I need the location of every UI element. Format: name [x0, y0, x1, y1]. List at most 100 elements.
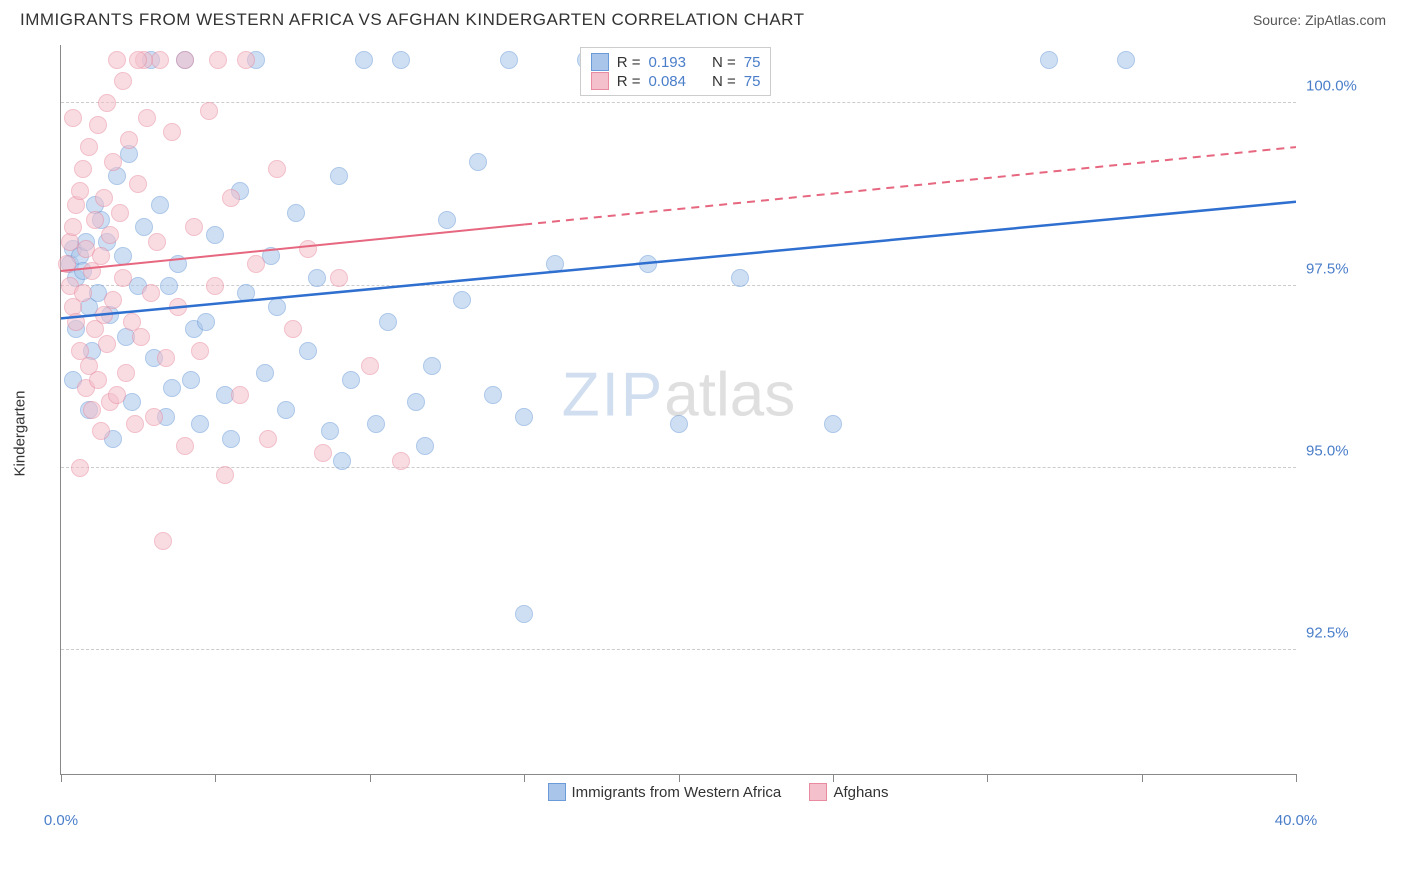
scatter-point: [355, 51, 373, 69]
scatter-point: [824, 415, 842, 433]
n-value-series1: 75: [744, 54, 761, 71]
scatter-point: [114, 269, 132, 287]
scatter-point: [268, 160, 286, 178]
scatter-point: [104, 291, 122, 309]
scatter-point: [200, 102, 218, 120]
y-tick-label: 95.0%: [1306, 442, 1376, 459]
x-tick-mark: [215, 774, 216, 782]
scatter-point: [114, 72, 132, 90]
scatter-point: [206, 226, 224, 244]
scatter-point: [515, 605, 533, 623]
grid-line-h: [61, 102, 1296, 103]
scatter-point: [176, 51, 194, 69]
scatter-point: [191, 342, 209, 360]
legend-label-series1: Immigrants from Western Africa: [572, 784, 782, 801]
scatter-point: [185, 218, 203, 236]
scatter-point: [237, 284, 255, 302]
scatter-point: [101, 226, 119, 244]
r-label: R =: [617, 54, 641, 71]
scatter-point: [262, 247, 280, 265]
scatter-point: [138, 109, 156, 127]
scatter-point: [330, 269, 348, 287]
scatter-point: [108, 386, 126, 404]
legend-bottom: Immigrants from Western Africa Afghans: [50, 783, 1386, 805]
x-tick-label: 40.0%: [1275, 812, 1318, 829]
scatter-point: [163, 379, 181, 397]
y-axis-label: Kindergarten: [12, 391, 29, 477]
scatter-point: [515, 408, 533, 426]
scatter-point: [206, 277, 224, 295]
scatter-point: [247, 255, 265, 273]
scatter-point: [71, 182, 89, 200]
y-tick-label: 97.5%: [1306, 260, 1376, 277]
x-tick-mark: [524, 774, 525, 782]
scatter-point: [89, 116, 107, 134]
scatter-point: [151, 196, 169, 214]
scatter-point: [222, 189, 240, 207]
scatter-point: [86, 211, 104, 229]
scatter-point: [277, 401, 295, 419]
legend-item-series2: Afghans: [809, 783, 888, 801]
scatter-point: [484, 386, 502, 404]
scatter-point: [80, 138, 98, 156]
scatter-point: [64, 109, 82, 127]
scatter-point: [83, 401, 101, 419]
x-tick-mark: [370, 774, 371, 782]
scatter-point: [154, 532, 172, 550]
legend-correlation-box: R = 0.193 N = 75 R = 0.084 N = 75: [580, 47, 772, 96]
scatter-point: [163, 123, 181, 141]
chart-title: IMMIGRANTS FROM WESTERN AFRICA VS AFGHAN…: [20, 10, 805, 30]
scatter-point: [74, 284, 92, 302]
scatter-point: [670, 415, 688, 433]
scatter-point: [108, 51, 126, 69]
y-tick-label: 100.0%: [1306, 78, 1376, 95]
scatter-point: [114, 247, 132, 265]
scatter-point: [222, 430, 240, 448]
scatter-point: [169, 298, 187, 316]
x-tick-mark: [1142, 774, 1143, 782]
scatter-point: [330, 167, 348, 185]
scatter-point: [123, 393, 141, 411]
x-tick-mark: [679, 774, 680, 782]
scatter-point: [126, 415, 144, 433]
scatter-point: [98, 335, 116, 353]
scatter-point: [438, 211, 456, 229]
legend-swatch-series2: [809, 783, 827, 801]
scatter-point: [342, 371, 360, 389]
scatter-point: [92, 247, 110, 265]
scatter-point: [89, 371, 107, 389]
scatter-point: [142, 284, 160, 302]
scatter-point: [148, 233, 166, 251]
scatter-point: [268, 298, 286, 316]
scatter-point: [111, 204, 129, 222]
chart-header: IMMIGRANTS FROM WESTERN AFRICA VS AFGHAN…: [0, 0, 1406, 35]
legend-item-series1: Immigrants from Western Africa: [548, 783, 782, 801]
n-label: N =: [712, 73, 736, 90]
scatter-point: [231, 386, 249, 404]
scatter-point: [120, 131, 138, 149]
n-label: N =: [712, 54, 736, 71]
scatter-point: [453, 291, 471, 309]
scatter-point: [287, 204, 305, 222]
grid-line-h: [61, 467, 1296, 468]
scatter-point: [95, 189, 113, 207]
scatter-point: [132, 328, 150, 346]
y-tick-label: 92.5%: [1306, 625, 1376, 642]
scatter-point: [98, 94, 116, 112]
scatter-point: [191, 415, 209, 433]
scatter-point: [104, 153, 122, 171]
scatter-point: [500, 51, 518, 69]
scatter-point: [58, 255, 76, 273]
x-tick-mark: [833, 774, 834, 782]
legend-row-series2: R = 0.084 N = 75: [591, 72, 761, 90]
legend-row-series1: R = 0.193 N = 75: [591, 53, 761, 71]
scatter-point: [299, 342, 317, 360]
scatter-point: [160, 277, 178, 295]
scatter-point: [92, 422, 110, 440]
legend-swatch-series1: [548, 783, 566, 801]
scatter-point: [117, 364, 135, 382]
r-value-series1: 0.193: [648, 54, 686, 71]
x-tick-mark: [987, 774, 988, 782]
scatter-point: [216, 466, 234, 484]
scatter-point: [67, 313, 85, 331]
